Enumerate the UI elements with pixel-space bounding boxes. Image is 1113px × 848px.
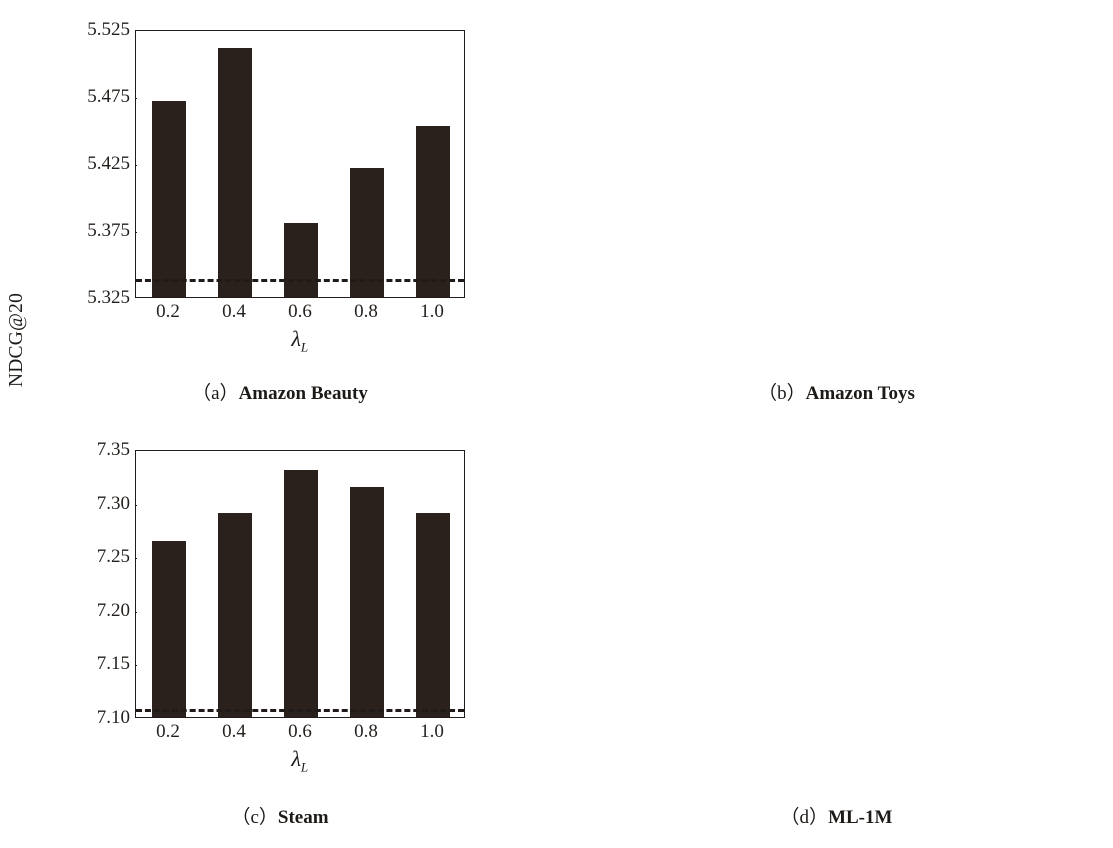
y-tick-mark	[136, 165, 137, 166]
y-tick-mark	[136, 558, 137, 560]
y-tick-mark	[136, 504, 137, 506]
x-tick-label: 0.4	[222, 721, 246, 742]
chart-panel-a: NDCG@20 5.325 5.375 5.425 5.475 5.525 0.2 0.4…	[0, 0, 560, 420]
plot-area-c	[135, 450, 465, 718]
bar	[151, 540, 187, 717]
lambda-subscript: L	[300, 339, 309, 355]
y-tick-label: 7.25	[96, 546, 130, 568]
bar	[217, 48, 253, 297]
x-tick-labels-c: 0.2 0.4 0.6 0.8 1.0	[135, 721, 465, 747]
baseline-dashed-line	[136, 278, 464, 282]
caption-tag-c: （c）	[231, 807, 278, 828]
bar	[151, 100, 187, 297]
lambda-symbol: λ	[291, 746, 301, 771]
plot-wrap-c: NDCG@20 7.10 7.15 7.20 7.25 7.30 7.35 0.2 0.4 0…	[6, 293, 490, 774]
caption-text-c: Steam	[277, 807, 329, 828]
y-tick-labels-c: 7.10 7.15 7.20 7.25 7.30 7.35	[68, 438, 130, 728]
bars-layer-a	[136, 31, 464, 297]
y-tick-mark	[136, 665, 137, 667]
chart-panel-c: NDCG@20 7.10 7.15 7.20 7.25 7.30 7.35 0.2 0.4 0…	[0, 293, 560, 848]
panel-caption-a: （a）Amazon Beauty	[0, 378, 560, 405]
bar	[349, 487, 385, 717]
chart-block-c: NDCG@20 7.10 7.15 7.20 7.25 7.30 7.35 0.2 0.4 0…	[6, 293, 490, 774]
y-tick-label: 5.475	[87, 86, 130, 107]
x-tick-label: 0.8	[354, 721, 378, 742]
plot-area-a	[135, 30, 465, 298]
bars-layer-c	[136, 451, 464, 717]
x-tick-labels-a: 0.2 0.4 0.6 0.8 1.0	[135, 301, 465, 327]
y-tick-label: 5.525	[87, 19, 130, 40]
y-tick-mark	[136, 98, 137, 99]
x-tick-label: 0.4	[222, 301, 246, 322]
y-tick-label: 7.10	[96, 707, 130, 728]
bar	[283, 222, 319, 297]
caption-text-d: ML-1M	[828, 807, 893, 828]
x-tick-label: 0.2	[156, 721, 180, 742]
y-tick-label: 5.375	[87, 220, 130, 241]
chart-panel-b: NDCG@20 5.385.425.465.505.54 0.20.40.60.…	[560, 0, 1113, 420]
x-tick-label: 0.6	[288, 721, 312, 742]
y-tick-label: 5.325	[87, 287, 130, 308]
caption-tag-d: （d）	[780, 807, 829, 828]
x-tick-label: 0.2	[156, 301, 180, 322]
y-tick-mark	[136, 611, 137, 613]
chart-panel-d: NDCG@20 15.916.016.116.216.316.4 0.20.40…	[560, 420, 1113, 848]
y-tick-label: 7.35	[96, 439, 130, 460]
y-tick-labels-a: 5.325 5.375 5.425 5.475 5.525	[68, 18, 130, 308]
y-tick-label: 7.15	[96, 653, 130, 675]
caption-tag-a: （a）	[192, 383, 239, 404]
x-tick-label: 1.0	[420, 301, 444, 322]
x-tick-label: 0.8	[354, 301, 378, 322]
bar	[415, 512, 451, 717]
y-tick-label: 5.425	[87, 153, 130, 174]
x-tick-label: 1.0	[420, 721, 444, 742]
caption-tag-b: （b）	[758, 383, 806, 404]
panel-caption-c: （c）Steam	[0, 802, 560, 829]
lambda-subscript: L	[300, 759, 309, 775]
bar	[349, 167, 385, 297]
x-tick-label: 0.6	[288, 301, 312, 322]
caption-text-b: Amazon Toys	[805, 383, 915, 404]
bar	[283, 469, 319, 717]
x-axis-title-a: λL	[135, 326, 465, 355]
lambda-symbol: λ	[291, 326, 301, 351]
bar	[415, 126, 451, 297]
caption-text-a: Amazon Beauty	[238, 383, 368, 404]
y-tick-label: 7.30	[96, 492, 130, 514]
panel-caption-d: （d）ML-1M	[560, 802, 1113, 829]
x-axis-title-c: λL	[135, 746, 465, 775]
baseline-dashed-line	[136, 709, 464, 713]
y-axis-title-c: NDCG@20	[6, 292, 27, 388]
y-tick-label: 7.20	[96, 599, 130, 621]
y-axis-title-a: NDCG@20	[4, 0, 30, 70]
panel-caption-b: （b）Amazon Toys	[560, 378, 1113, 405]
bar	[217, 512, 253, 717]
y-tick-mark	[136, 232, 137, 233]
